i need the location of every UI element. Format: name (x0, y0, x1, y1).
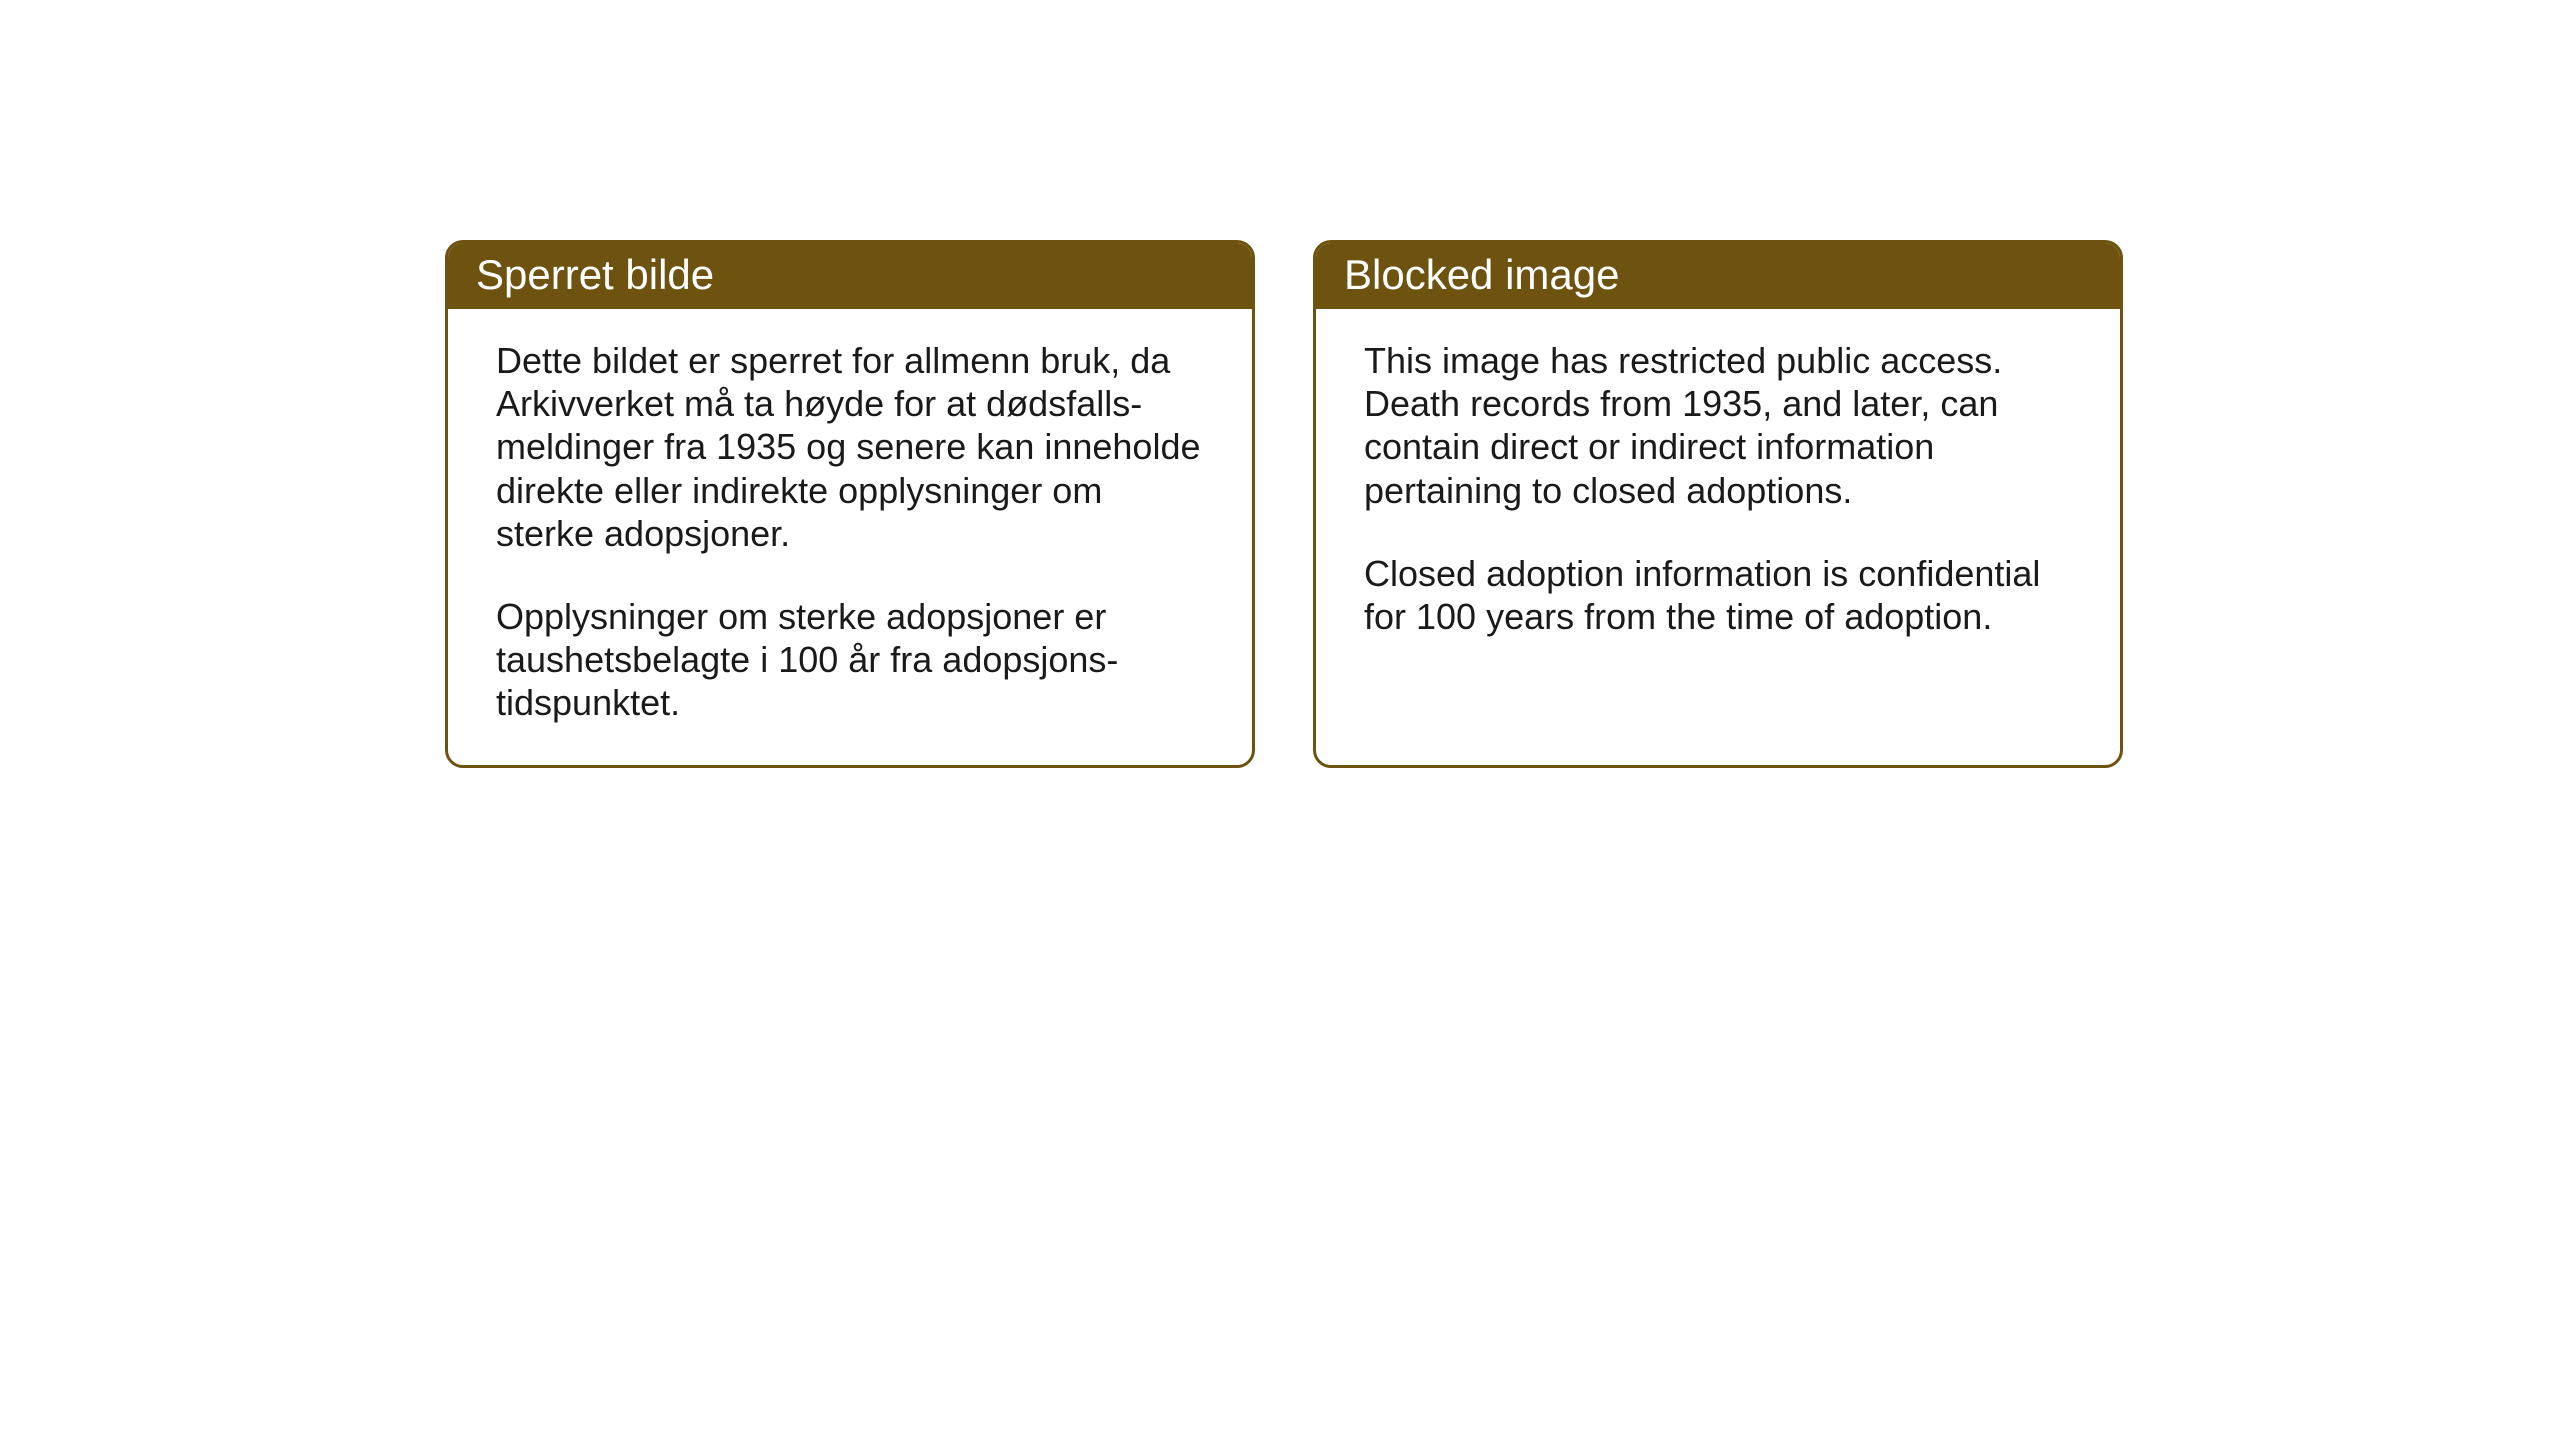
notice-card-norwegian: Sperret bilde Dette bildet er sperret fo… (445, 240, 1255, 768)
notice-paragraph: Closed adoption information is confident… (1364, 552, 2072, 638)
notice-paragraph: Opplysninger om sterke adopsjoner er tau… (496, 595, 1204, 725)
notice-paragraph: This image has restricted public access.… (1364, 339, 2072, 512)
notice-container: Sperret bilde Dette bildet er sperret fo… (445, 240, 2123, 768)
notice-card-header: Blocked image (1316, 243, 2120, 309)
notice-card-header: Sperret bilde (448, 243, 1252, 309)
notice-card-english: Blocked image This image has restricted … (1313, 240, 2123, 768)
notice-card-body: Dette bildet er sperret for allmenn bruk… (448, 309, 1252, 765)
notice-title: Sperret bilde (476, 251, 714, 298)
notice-card-body: This image has restricted public access.… (1316, 309, 2120, 678)
notice-paragraph: Dette bildet er sperret for allmenn bruk… (496, 339, 1204, 555)
notice-title: Blocked image (1344, 251, 1619, 298)
